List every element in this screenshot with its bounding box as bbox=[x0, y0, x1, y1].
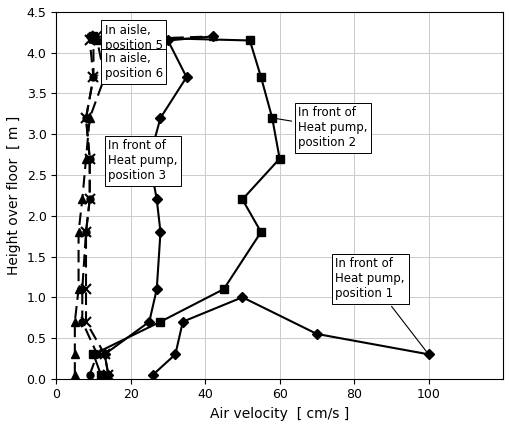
Text: In front of
Heat pump,
position 1: In front of Heat pump, position 1 bbox=[335, 257, 426, 352]
Text: In aisle,
position 6: In aisle, position 6 bbox=[92, 52, 162, 80]
Text: In front of
Heat pump,
position 3: In front of Heat pump, position 3 bbox=[108, 139, 178, 182]
X-axis label: Air velocity  [ cm/s ]: Air velocity [ cm/s ] bbox=[210, 407, 349, 421]
Text: In front of
Heat pump,
position 2: In front of Heat pump, position 2 bbox=[274, 107, 367, 149]
Y-axis label: Height over floor  [ m ]: Height over floor [ m ] bbox=[7, 116, 21, 275]
Text: In aisle,
position 5: In aisle, position 5 bbox=[97, 24, 162, 52]
